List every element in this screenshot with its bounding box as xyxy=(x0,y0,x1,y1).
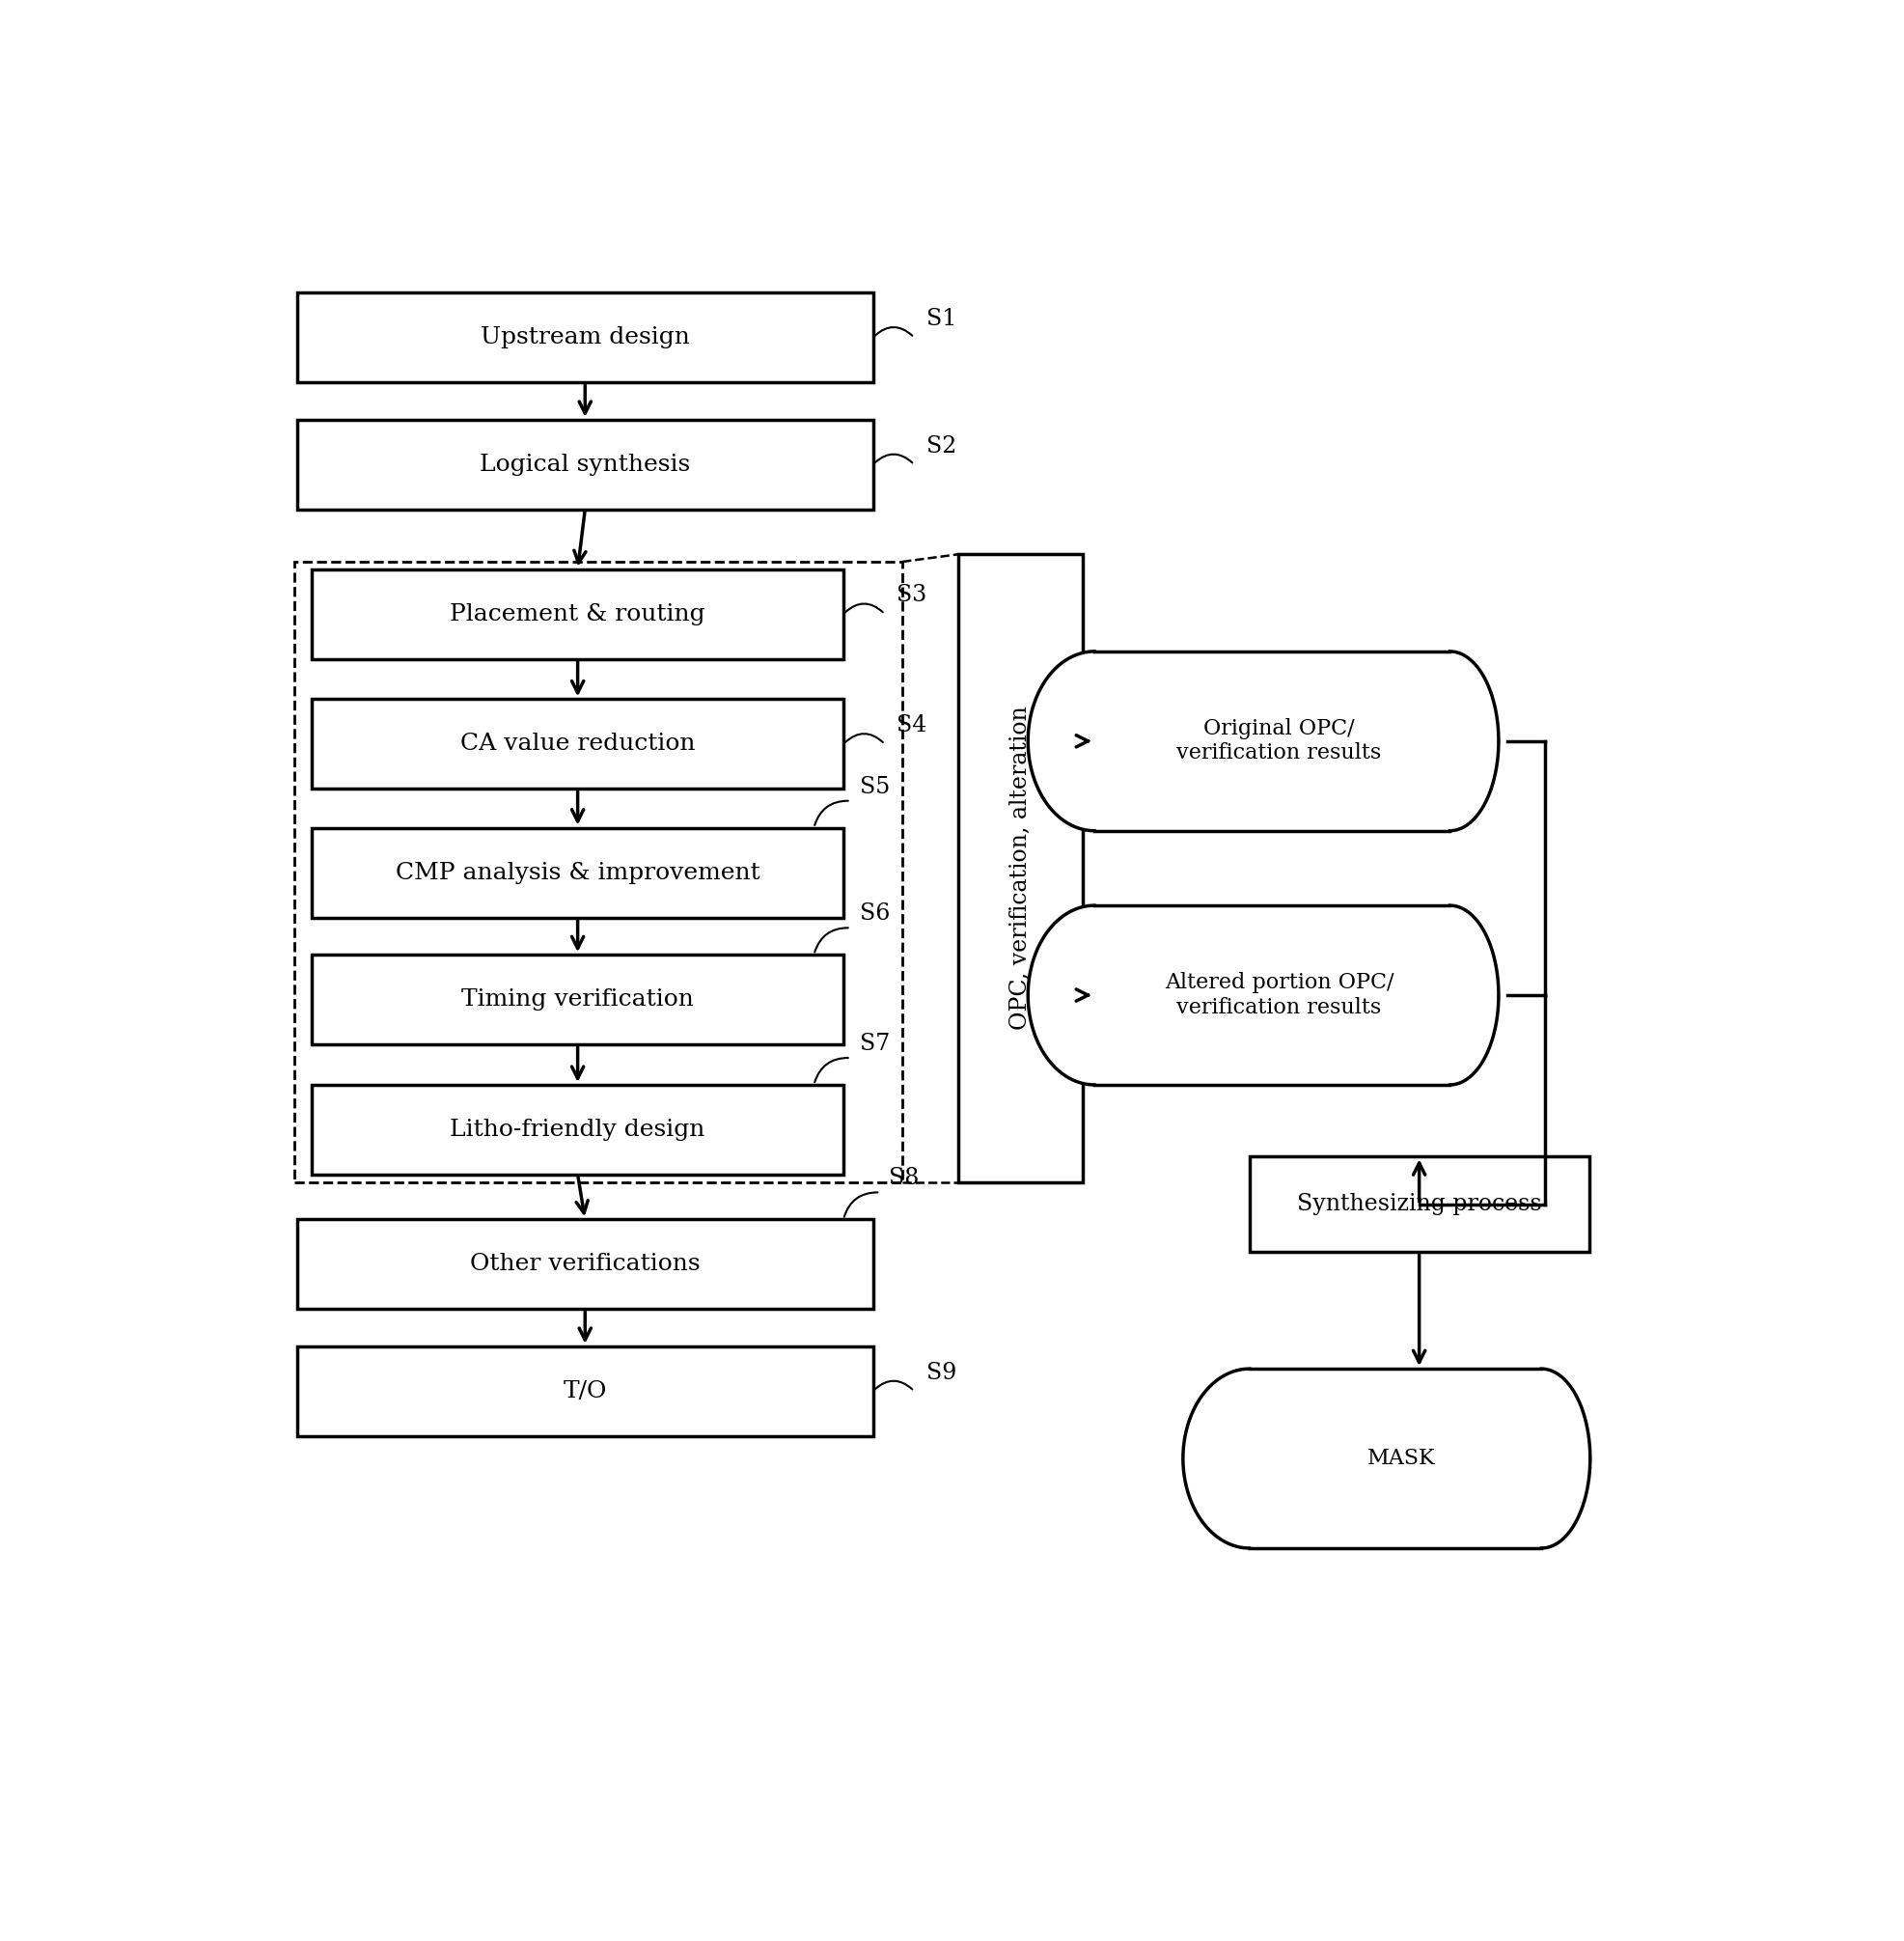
Text: S7: S7 xyxy=(859,1033,889,1056)
Text: CMP analysis & improvement: CMP analysis & improvement xyxy=(396,862,760,883)
Text: Litho-friendly design: Litho-friendly design xyxy=(449,1118,704,1141)
Text: S4: S4 xyxy=(897,714,927,736)
Text: MASK: MASK xyxy=(1367,1448,1434,1469)
Bar xyxy=(312,1085,843,1174)
Bar xyxy=(297,1219,872,1308)
Bar xyxy=(297,293,872,382)
Polygon shape xyxy=(1028,652,1498,831)
Text: Placement & routing: Placement & routing xyxy=(449,604,704,625)
Text: Logical synthesis: Logical synthesis xyxy=(480,454,689,476)
Text: S2: S2 xyxy=(925,435,956,458)
Bar xyxy=(312,955,843,1044)
Text: Upstream design: Upstream design xyxy=(480,326,689,349)
Bar xyxy=(1249,1157,1588,1252)
Bar xyxy=(293,561,902,1182)
Text: T/O: T/O xyxy=(564,1380,607,1401)
Text: S5: S5 xyxy=(859,776,889,798)
Bar xyxy=(312,569,843,658)
Bar xyxy=(312,699,843,788)
Bar xyxy=(958,555,1081,1182)
Text: OPC, verification, alteration: OPC, verification, alteration xyxy=(1009,707,1032,1031)
Bar xyxy=(297,1347,872,1436)
Polygon shape xyxy=(1182,1368,1590,1549)
Text: S6: S6 xyxy=(859,903,889,926)
Text: CA value reduction: CA value reduction xyxy=(461,734,695,755)
Text: S8: S8 xyxy=(889,1167,920,1190)
Polygon shape xyxy=(1028,905,1498,1085)
Bar xyxy=(312,827,843,918)
Text: Synthesizing process: Synthesizing process xyxy=(1297,1194,1540,1215)
Text: Timing verification: Timing verification xyxy=(461,988,693,1011)
Bar xyxy=(297,419,872,509)
Text: S9: S9 xyxy=(925,1361,956,1384)
Text: Altered portion OPC/
verification results: Altered portion OPC/ verification result… xyxy=(1163,972,1394,1017)
Text: Other verifications: Other verifications xyxy=(470,1254,701,1275)
Text: S1: S1 xyxy=(925,309,956,330)
Text: Original OPC/
verification results: Original OPC/ verification results xyxy=(1177,718,1380,765)
Text: S3: S3 xyxy=(897,584,925,608)
